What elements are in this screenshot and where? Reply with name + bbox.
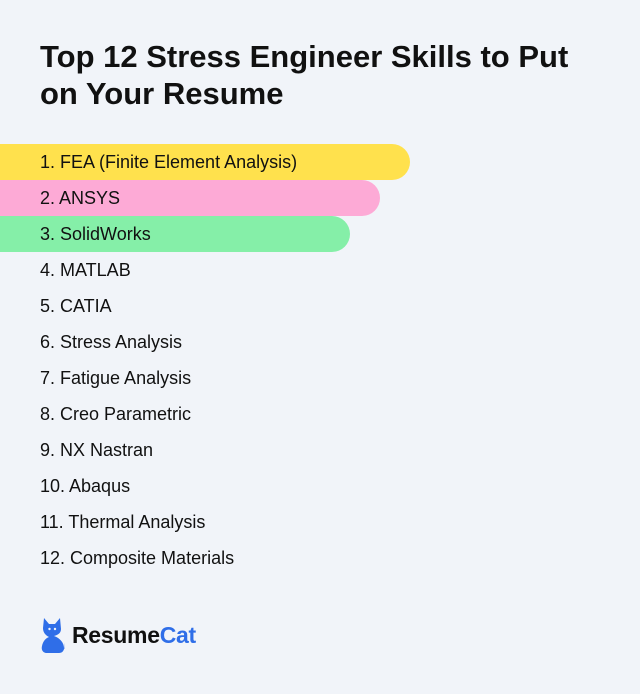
brand-name-part2: Cat [159,621,196,648]
skill-item: 11. Thermal Analysis [0,504,410,540]
skill-label: 6. Stress Analysis [40,332,183,352]
skill-label: 3. SolidWorks [40,224,151,244]
skill-label: 9. NX Nastran [40,440,154,460]
skill-label: 2. ANSYS [40,188,121,208]
brand-logo: ResumeCat [40,615,196,655]
skill-item: 4. MATLAB [0,252,410,288]
skill-label: 7. Fatigue Analysis [40,368,192,388]
skill-label: 1. FEA (Finite Element Analysis) [40,152,298,172]
skill-item: 12. Composite Materials [0,540,410,576]
skill-label: 4. MATLAB [40,260,131,280]
skill-item: 8. Creo Parametric [0,396,410,432]
skill-label: 10. Abaqus [40,476,131,496]
skill-item: 6. Stress Analysis [0,324,410,360]
skill-item: 10. Abaqus [0,468,410,504]
skill-label: 5. CATIA [40,296,112,316]
page-title: Top 12 Stress Engineer Skills to Put on … [40,39,569,111]
skill-item: 1. FEA (Finite Element Analysis) [0,144,410,180]
skill-label: 11. Thermal Analysis [40,512,206,532]
brand-name-part1: Resume [72,621,160,648]
brand-name: ResumeCat [72,622,196,649]
skill-item: 7. Fatigue Analysis [0,360,410,396]
skill-label: 8. Creo Parametric [40,404,192,424]
skill-label: 12. Composite Materials [40,548,235,568]
skill-item: 9. NX Nastran [0,432,410,468]
skill-item: 3. SolidWorks [0,216,350,252]
skill-item: 2. ANSYS [0,180,380,216]
cat-icon [41,618,65,653]
skills-list: 1. FEA (Finite Element Analysis) 2. ANSY… [0,144,410,576]
skill-item: 5. CATIA [0,288,410,324]
